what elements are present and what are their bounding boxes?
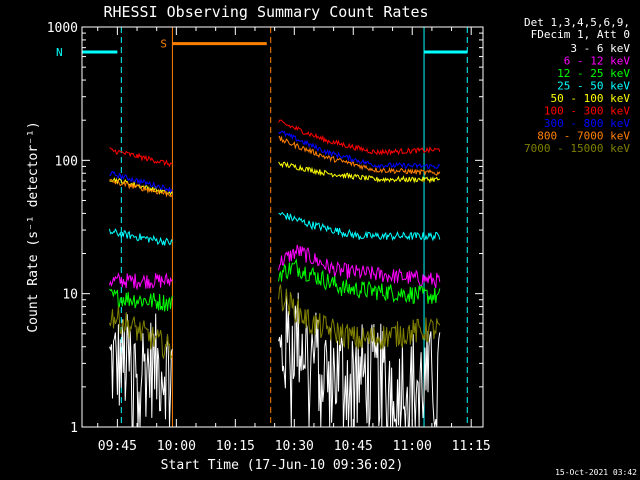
series-line [278, 292, 441, 428]
series-line [278, 212, 441, 242]
series-line [278, 119, 441, 156]
series-7 [109, 135, 441, 198]
series-line [109, 147, 173, 168]
legend-entry: 800 - 7000 keV [537, 130, 630, 143]
timestamp: 15-Oct-2021 03:42 [555, 468, 637, 477]
series-line [278, 161, 441, 184]
axis-ticks: 1 10 100 1000 09:45 10:00 10:15 10:30 10:45 11:00… [47, 21, 491, 454]
series-line [278, 284, 441, 350]
series-line [109, 228, 173, 246]
series-3 [109, 212, 441, 246]
y-tick-label: 10 [62, 288, 78, 303]
legend-entry: 25 - 50 keV [557, 80, 630, 93]
x-tick-label: 10:00 [157, 439, 196, 454]
series-line [109, 313, 173, 428]
series-5 [109, 119, 441, 168]
legend-entry: 12 - 25 keV [557, 67, 630, 80]
x-tick-label: 10:45 [334, 439, 373, 454]
series-line [109, 272, 173, 291]
y-axis-label: Count Rate (s⁻¹ detector⁻¹) [26, 121, 41, 332]
legend-entry: 300 - 800 keV [544, 117, 630, 130]
legend-header-line2: FDecim 1, Att 0 [531, 28, 630, 41]
series-line [278, 130, 441, 170]
series-0 [109, 292, 441, 428]
series-line [109, 170, 173, 194]
series-line [278, 258, 441, 305]
y-tick-label: 1000 [47, 21, 78, 36]
y-tick-label: 1 [70, 421, 78, 436]
x-tick-label: 09:45 [98, 439, 137, 454]
series-6 [109, 130, 441, 194]
series-line [278, 244, 441, 289]
legend-entry: 100 - 300 keV [544, 105, 630, 118]
x-tick-label: 10:15 [216, 439, 255, 454]
series-line [109, 305, 173, 360]
legend-entry: 7000 - 15000 keV [524, 142, 630, 155]
flag-label-s: S [160, 38, 167, 51]
series-line [278, 135, 441, 177]
x-tick-label: 10:30 [275, 439, 314, 454]
x-tick-label: 11:15 [452, 439, 491, 454]
series-line [109, 179, 173, 198]
legend-entry: 50 - 100 keV [551, 92, 631, 105]
legend-header-line1: Det 1,3,4,5,6,9, [524, 16, 630, 29]
y-tick-label: 100 [55, 154, 78, 169]
plot-frame [81, 26, 484, 428]
flag-s: S [160, 27, 272, 427]
series-2 [109, 258, 441, 312]
flag-label-n: N [56, 46, 63, 59]
legend-entry: 6 - 12 keV [564, 55, 631, 68]
x-tick-label: 11:00 [393, 439, 432, 454]
series-8 [109, 284, 441, 360]
series-line [109, 288, 173, 312]
series-1 [109, 244, 441, 291]
x-axis-label: Start Time (17-Jun-10 09:36:02) [161, 458, 404, 473]
legend-entry: 3 - 6 keV [570, 42, 630, 55]
chart-title: RHESSI Observing Summary Count Rates [103, 3, 428, 21]
